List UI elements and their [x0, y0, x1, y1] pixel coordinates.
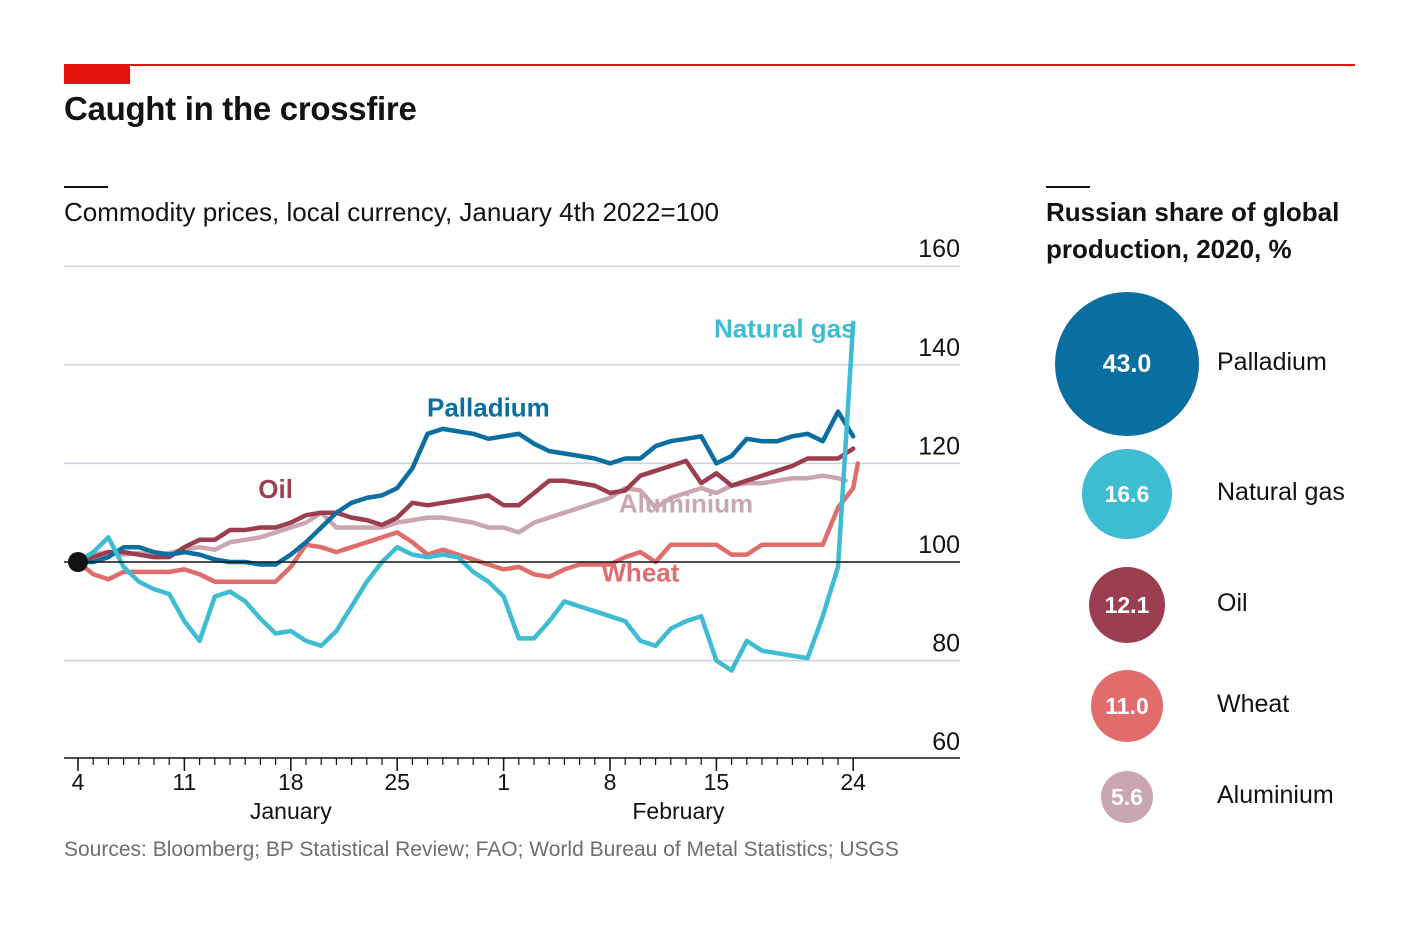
bubble-row-aluminium: 5.6 Aluminium [1050, 771, 1410, 823]
right-subtitle-line2: production, 2020, % [1046, 234, 1292, 264]
bubble-row-palladium: 43.0 Palladium [1050, 292, 1410, 436]
series-label-natural-gas: Natural gas [714, 314, 856, 344]
left-subtitle-tick [64, 186, 108, 188]
bubble-label-palladium: Palladium [1217, 348, 1327, 376]
y-tick-label-80: 80 [932, 630, 960, 658]
red-tag [64, 66, 130, 84]
series-label-aluminium: Aluminium [619, 489, 753, 519]
y-tick-label-100: 100 [918, 531, 960, 559]
series-label-oil: Oil [258, 474, 293, 504]
series-line-aluminium [75, 473, 848, 565]
left-subtitle: Commodity prices, local currency, Januar… [64, 197, 719, 227]
series-label-wheat: Wheat [601, 558, 679, 588]
y-tick-label-120: 120 [918, 432, 960, 460]
x-tick-label-15: 15 [704, 769, 730, 795]
month-label-january: January [250, 798, 332, 824]
source-note: Sources: Bloomberg; BP Statistical Revie… [64, 838, 899, 861]
bubble-oil: 12.1 [1088, 566, 1166, 644]
y-tick-label-160: 160 [918, 235, 960, 263]
x-tick-label-25: 25 [384, 769, 410, 795]
x-tick-label-4: 4 [72, 769, 85, 795]
x-tick-label-11: 11 [172, 769, 196, 795]
bubble-palladium: 43.0 [1055, 292, 1199, 436]
bubble-row-natural-gas: 16.6 Natural gas [1050, 449, 1410, 539]
series-line-palladium [75, 409, 856, 567]
series-label-palladium: Palladium [427, 393, 550, 423]
series-line-wheat [75, 461, 861, 584]
bubble-row-oil: 12.1 Oil [1050, 566, 1410, 644]
x-tick-label-8: 8 [604, 769, 617, 795]
bubble-label-oil: Oil [1217, 589, 1248, 617]
start-point-marker [68, 552, 88, 572]
bubble-natural-gas: 16.6 [1082, 449, 1172, 539]
x-tick-label-18: 18 [278, 769, 304, 795]
bubble-row-wheat: 11.0 Wheat [1050, 669, 1410, 743]
headline: Caught in the crossfire [64, 90, 417, 127]
bubble-label-natural-gas: Natural gas [1217, 478, 1345, 506]
x-tick-label-1: 1 [497, 769, 510, 795]
top-rule [64, 64, 1355, 66]
y-tick-label-140: 140 [918, 334, 960, 362]
right-subtitle-line1: Russian share of global [1046, 197, 1340, 227]
bubble-aluminium: 5.6 [1101, 771, 1153, 823]
series-line-oil [75, 446, 856, 565]
y-tick-label-60: 60 [932, 728, 960, 756]
right-subtitle-tick [1046, 186, 1090, 188]
month-label-february: February [632, 798, 725, 824]
bubble-label-wheat: Wheat [1217, 690, 1290, 718]
bubble-label-aluminium: Aluminium [1217, 781, 1334, 809]
series-line-natural-gas [75, 320, 856, 673]
x-tick-label-24: 24 [840, 769, 866, 795]
bubble-wheat: 11.0 [1090, 669, 1164, 743]
